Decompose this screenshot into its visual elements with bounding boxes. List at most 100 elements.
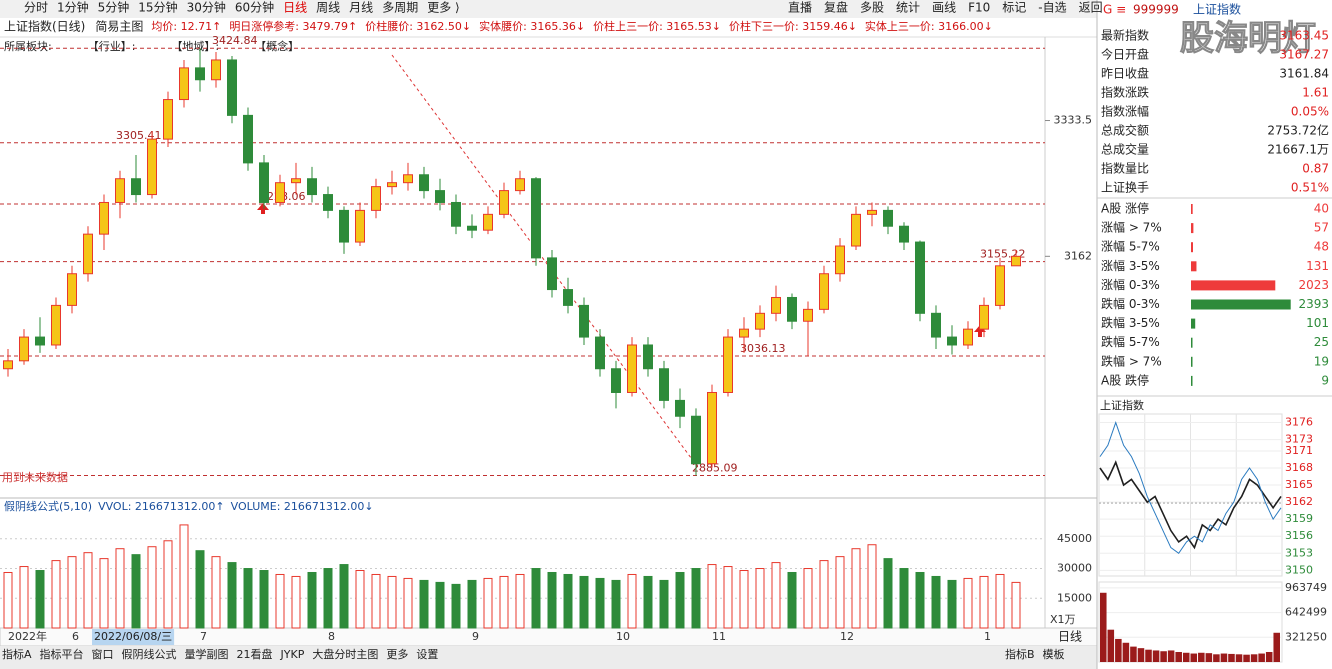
- volume-bar: [147, 546, 157, 629]
- volume-bar: [179, 524, 189, 629]
- indicator-tab[interactable]: 21看盘: [237, 647, 273, 661]
- volume-bar: [851, 548, 861, 629]
- period-tab[interactable]: 1分钟: [57, 0, 89, 15]
- period-tab[interactable]: 15分钟: [138, 0, 177, 15]
- y-tick-label: 3162: [1064, 249, 1092, 262]
- volume-unit: X1万: [1050, 613, 1076, 626]
- candle-body: [835, 245, 845, 275]
- breadth-value: 57: [1314, 221, 1329, 235]
- candle-body: [371, 186, 381, 211]
- volume-bar: [707, 564, 717, 629]
- price-line: [1099, 420, 1282, 554]
- period-tab[interactable]: 60分钟: [235, 0, 274, 15]
- indicator-tab[interactable]: 假阴线公式: [122, 647, 177, 661]
- indicator-tab[interactable]: 窗口: [92, 647, 114, 661]
- period-tab[interactable]: 更多 ⟩: [427, 1, 460, 15]
- volume-bar: [163, 540, 173, 629]
- indicator-value: 价柱上三一价: 3165.53↓: [593, 19, 721, 33]
- volume-bar: [227, 562, 237, 629]
- volume-bar: [1100, 592, 1107, 662]
- volume-bar: [211, 556, 221, 629]
- stat-value: 3161.84: [1279, 67, 1329, 81]
- tool-button[interactable]: 标记: [1002, 1, 1026, 15]
- tool-button[interactable]: -自选: [1038, 1, 1066, 15]
- indicator-tab[interactable]: 更多: [386, 647, 408, 661]
- breadth-label: 跌幅 5-7%: [1101, 334, 1160, 349]
- candle-body: [851, 213, 861, 247]
- period-tab[interactable]: 周线: [316, 1, 340, 15]
- tool-button[interactable]: 复盘: [824, 0, 848, 15]
- y-tick-label: 30000: [1057, 562, 1092, 575]
- period-tab[interactable]: 多周期: [382, 1, 418, 15]
- indicator-tab[interactable]: JYKP: [280, 648, 305, 661]
- stat-label: 昨日收盘: [1101, 66, 1149, 81]
- tool-button[interactable]: 多股: [860, 1, 884, 15]
- candle-body: [131, 178, 141, 196]
- indicator-value: 均价: 12.71↑: [151, 20, 221, 33]
- indicator-tab[interactable]: 指标平台: [40, 647, 84, 661]
- volume-bar: [1107, 629, 1115, 662]
- candle-body: [883, 209, 893, 227]
- breadth-bar: [1191, 375, 1193, 386]
- indicator-tab[interactable]: 指标A: [2, 647, 32, 661]
- indicator-tab[interactable]: 设置: [416, 648, 438, 661]
- level-label: 3036.13: [740, 342, 786, 355]
- period-tab[interactable]: 30分钟: [187, 0, 226, 15]
- signal-arrow: [974, 325, 986, 337]
- candle-body: [227, 59, 237, 116]
- volume-bar: [1250, 654, 1258, 662]
- breadth-value: 9: [1321, 373, 1329, 387]
- candle-body: [579, 304, 589, 338]
- indicator-value: 价柱下三一价: 3159.46↓: [729, 19, 857, 33]
- y-tick-label: 642499: [1285, 606, 1327, 619]
- indicator-tab[interactable]: 量学副图: [185, 647, 229, 661]
- tool-button[interactable]: 统计: [896, 1, 920, 15]
- y-tick-label: 3150: [1285, 563, 1313, 576]
- period-tab[interactable]: 5分钟: [98, 0, 130, 15]
- volume-bar: [1122, 642, 1130, 662]
- volume-bar: [1145, 649, 1152, 662]
- period-tab[interactable]: 日线: [283, 1, 307, 15]
- volume-bar: [451, 583, 461, 629]
- volume-bar: [883, 558, 893, 629]
- stat-label: 最新指数: [1101, 28, 1149, 43]
- volume-bar: [995, 573, 1005, 629]
- sector-label: 【概念】: [255, 39, 299, 53]
- candle-body: [691, 415, 701, 465]
- breadth-value: 19: [1314, 354, 1329, 368]
- candle-body: [3, 360, 13, 370]
- volume-bar: [499, 575, 509, 629]
- price-line: [1099, 460, 1282, 550]
- candle-body: [259, 162, 269, 203]
- volume-bar: [1228, 653, 1235, 662]
- volume-bar: [291, 575, 301, 629]
- period-tab[interactable]: 月线: [349, 1, 373, 15]
- volume-bar: [819, 560, 829, 629]
- period-tab[interactable]: 分时: [24, 1, 48, 15]
- volume-bar: [579, 575, 589, 629]
- y-tick-label: 3156: [1285, 529, 1313, 542]
- breadth-value: 101: [1306, 316, 1329, 330]
- volume-bar: [1258, 653, 1265, 662]
- volume-bar: [3, 571, 13, 629]
- breadth-value: 25: [1314, 335, 1329, 349]
- tool-button[interactable]: 画线: [932, 1, 956, 15]
- tool-button[interactable]: 直播: [788, 1, 812, 15]
- breadth-label: 涨幅 3-5%: [1101, 258, 1160, 273]
- tool-button[interactable]: 返回: [1079, 1, 1103, 15]
- candle-body: [403, 174, 413, 184]
- indicator-tab[interactable]: 指标B: [1005, 647, 1035, 661]
- candle-body: [275, 182, 285, 203]
- level-label: 3305.41: [116, 129, 162, 142]
- candle-body: [83, 233, 93, 275]
- indicator-tab[interactable]: 模板: [1043, 647, 1065, 661]
- y-tick-label: 3162: [1285, 495, 1313, 508]
- candle-body: [755, 312, 765, 330]
- x-tick-label: 12: [840, 630, 854, 643]
- tool-button[interactable]: F10: [968, 1, 990, 15]
- volume-bar: [387, 575, 397, 629]
- indicator-tab[interactable]: 大盘分时主图: [312, 647, 378, 661]
- candle-body: [915, 241, 925, 314]
- cursor-date: 2022/06/08/三: [94, 630, 172, 643]
- volume-bar: [115, 548, 125, 629]
